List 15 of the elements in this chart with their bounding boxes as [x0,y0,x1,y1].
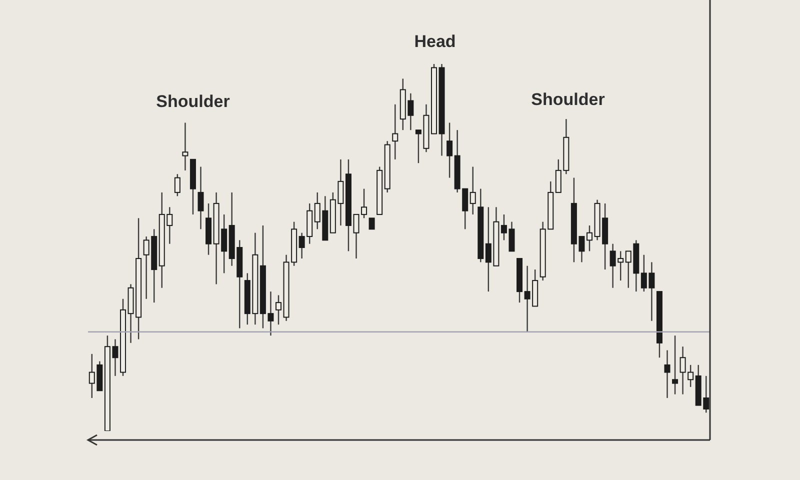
candlestick [470,166,476,216]
candlestick [664,350,670,399]
candlestick [392,104,398,160]
text: Head [414,32,456,52]
candlestick [368,218,375,230]
candlestick [586,224,592,252]
candlestick [198,166,204,230]
annotation: Shoulder [531,90,605,110]
candlestick [672,334,678,395]
annotation: Shoulder [156,92,230,112]
candlestick [361,188,368,219]
candlestick [276,294,282,326]
candlestick [446,122,453,178]
candlestick [174,174,180,197]
candlestick [182,122,188,172]
